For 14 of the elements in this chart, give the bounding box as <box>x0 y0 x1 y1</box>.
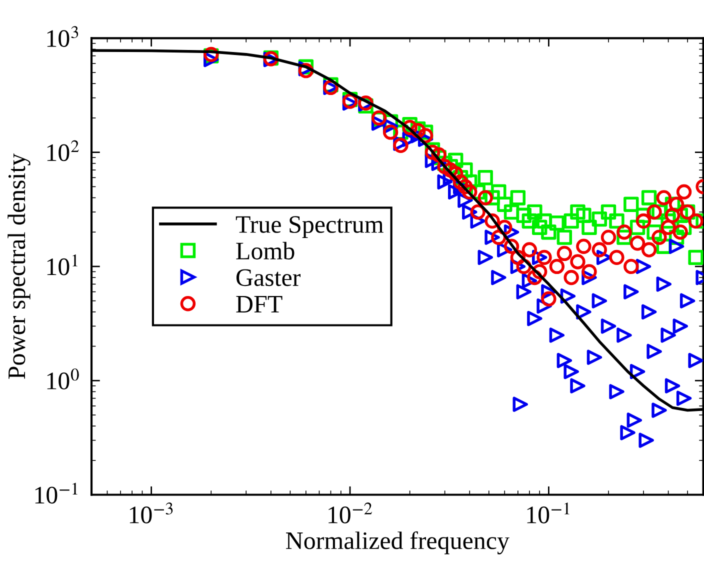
y-axis-title: Power spectral density <box>8 153 30 379</box>
x-tick-label: 10$^{−1}$ <box>527 502 570 524</box>
x-tick-label: 10$^{−2}$ <box>328 502 372 524</box>
legend-label: DFT <box>236 296 282 312</box>
y-tick-label: 10$^{−1}$ <box>35 482 78 504</box>
y-tick-label: 10$^{1}$ <box>47 254 78 276</box>
x-tick-label: 10$^{−3}$ <box>130 502 173 524</box>
legend-label: Lomb <box>236 242 294 260</box>
y-tick-label: 10$^{0}$ <box>47 368 79 390</box>
x-axis-title: Normalized frequency <box>286 531 510 554</box>
y-tick-label: 10$^{2}$ <box>47 140 79 162</box>
legend-label: True Spectrum <box>236 216 384 238</box>
y-tick-label: 10$^{3}$ <box>47 26 78 47</box>
legend-label: Gaster <box>236 269 300 286</box>
